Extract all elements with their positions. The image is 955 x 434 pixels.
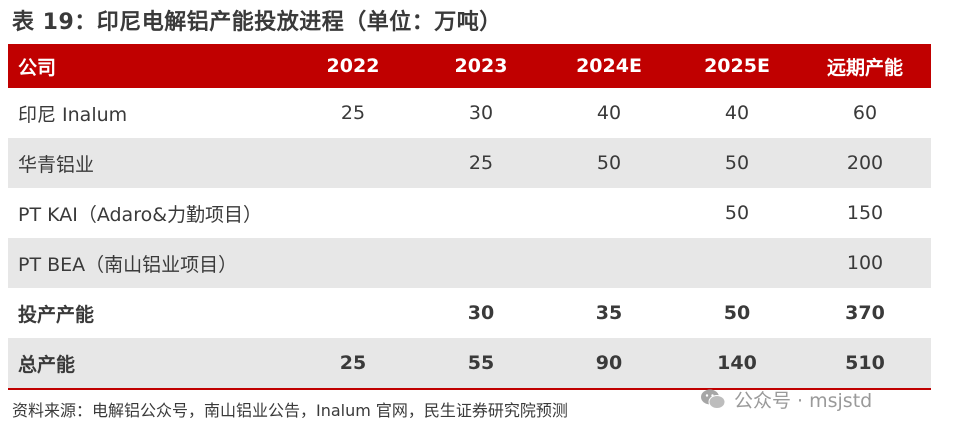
row-label: 印尼 Inalum xyxy=(18,103,128,126)
table-cell: 150 xyxy=(846,202,884,224)
table-cell xyxy=(554,238,664,288)
table-row: PT BEA（南山铝业项目） 100 xyxy=(8,238,931,288)
table-cell: 510 xyxy=(845,352,885,374)
table-cell xyxy=(298,138,408,188)
header-company: 公司 xyxy=(18,56,57,79)
table-cell xyxy=(298,288,408,338)
table-cell xyxy=(298,238,408,288)
wechat-icon xyxy=(701,389,726,409)
source-note: 资料来源：电解铝公众号，南山铝业公告，Inalum 官网，民生证券研究院预测 xyxy=(12,401,568,420)
table-cell: 35 xyxy=(595,302,623,324)
table-cell: 55 xyxy=(467,352,495,374)
table-bottom-rule xyxy=(8,388,931,390)
table-row: 印尼 Inalum 25 30 40 40 60 xyxy=(8,88,931,138)
header-2024e: 2024E xyxy=(576,55,642,77)
table-row-total-production: 投产产能 30 35 50 370 xyxy=(8,288,931,338)
watermark-text: 公众号 · msjstd xyxy=(734,389,873,412)
table-cell: 40 xyxy=(724,102,750,124)
table-cell: 50 xyxy=(724,152,750,174)
table-title: 表 19：印尼电解铝产能投放进程（单位：万吨） xyxy=(12,10,502,35)
watermark: 公众号 · msjstd xyxy=(700,384,872,414)
table-cell: 25 xyxy=(468,152,494,174)
table-cell: 100 xyxy=(846,252,884,274)
table-cell: 40 xyxy=(596,102,622,124)
table-cell: 370 xyxy=(845,302,885,324)
row-label: 华青铝业 xyxy=(18,153,95,176)
table-cell: 30 xyxy=(467,302,495,324)
capacity-table: 公司 2022 2023 2024E 2025E 远期产能 印尼 Inalum … xyxy=(8,44,931,388)
table-header-row: 公司 2022 2023 2024E 2025E 远期产能 xyxy=(8,44,931,88)
table-cell: 50 xyxy=(724,202,750,224)
table-cell xyxy=(426,188,536,238)
table-cell: 90 xyxy=(595,352,623,374)
header-2023: 2023 xyxy=(454,55,508,77)
table-cell: 140 xyxy=(717,352,757,374)
header-2022: 2022 xyxy=(326,55,380,77)
table-cell: 200 xyxy=(846,152,884,174)
table-cell: 25 xyxy=(340,102,366,124)
table-row: 华青铝业 25 50 50 200 xyxy=(8,138,931,188)
table-cell: 30 xyxy=(468,102,494,124)
table-cell: 25 xyxy=(339,352,367,374)
table-cell xyxy=(682,238,792,288)
table-cell: 50 xyxy=(723,302,751,324)
table-row-total-capacity: 总产能 25 55 90 140 510 xyxy=(8,338,931,388)
row-label: 总产能 xyxy=(18,353,76,376)
row-label: 投产产能 xyxy=(18,303,95,326)
table-cell xyxy=(554,188,664,238)
header-2025e: 2025E xyxy=(704,55,770,77)
header-long-term: 远期产能 xyxy=(826,56,903,79)
row-label: PT BEA（南山铝业项目） xyxy=(18,253,238,276)
table-cell: 60 xyxy=(852,102,878,124)
table-cell: 50 xyxy=(596,152,622,174)
table-row: PT KAI（Adaro&力勤项目） 50 150 xyxy=(8,188,931,238)
row-label: PT KAI（Adaro&力勤项目） xyxy=(18,203,263,226)
table-cell xyxy=(298,188,408,238)
table-cell xyxy=(426,238,536,288)
